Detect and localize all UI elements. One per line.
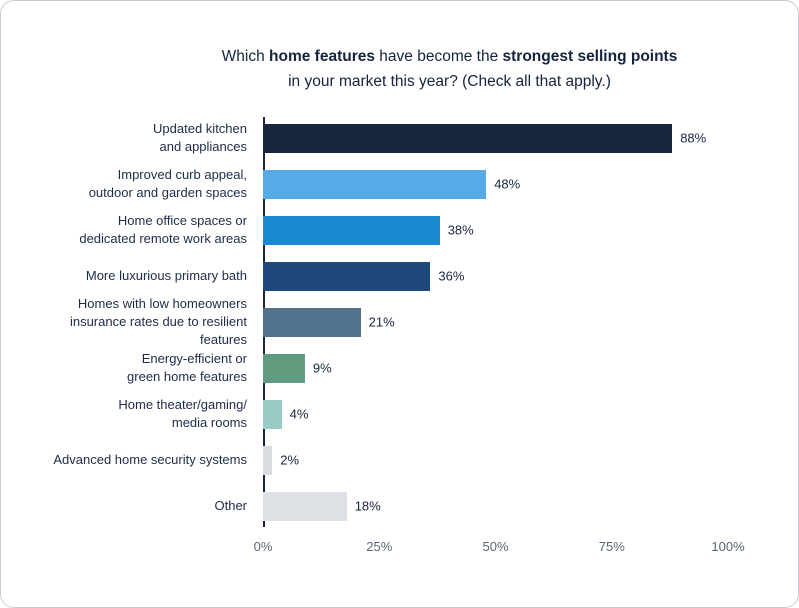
title-text: Which (221, 48, 270, 65)
bar (263, 399, 282, 429)
bar-track: 36% (263, 261, 728, 291)
bar (263, 307, 361, 337)
bar-track: 48% (263, 169, 728, 199)
bar-row: Advanced home security systems 2% (31, 437, 771, 483)
title-bold-home-features: home features (269, 48, 375, 65)
category-label: Advanced home security systems (53, 451, 247, 467)
bar-track: 88% (263, 123, 728, 153)
category-label: Home theater/gaming/ media rooms (118, 396, 247, 430)
bar (263, 169, 487, 199)
title-bold-selling-points: strongest selling points (502, 48, 678, 65)
category-label: Homes with low homeowners insurance rate… (69, 295, 247, 348)
category-label: Energy-efficient or green home features (127, 350, 247, 384)
value-label: 9% (312, 360, 332, 376)
bar-row: More luxurious primary bath 36% (31, 253, 771, 299)
x-axis: 0% 25% 50% 75% 100% (254, 539, 745, 569)
value-label: 38% (447, 222, 474, 238)
bar-row: Energy-efficient or green home features 9… (31, 345, 771, 391)
x-tick-label: 75% (598, 539, 625, 554)
bar-track: 2% (263, 445, 728, 475)
value-label: 4% (289, 406, 309, 422)
value-label: 48% (494, 176, 521, 192)
category-label: Other (214, 497, 247, 513)
x-tick-label: 100% (711, 539, 745, 554)
category-label: Updated kitchen and appliances (153, 120, 247, 154)
bar-chart: Updated kitchen and appliances 88% Improve… (31, 115, 771, 569)
bar (263, 353, 305, 383)
bar-row: Updated kitchen and appliances 88% (31, 115, 771, 161)
title-line-2: in your market this year? (Check all tha… (288, 72, 611, 90)
bar (263, 215, 440, 245)
bar-row: Home theater/gaming/ media rooms 4% (31, 391, 771, 437)
x-tick-label: 0% (253, 539, 273, 554)
bar (263, 123, 673, 153)
bar-track: 38% (263, 215, 728, 245)
category-label: Home office spaces or dedicated remote w… (79, 212, 247, 246)
chart-title: Which home features have become the stro… (141, 45, 758, 95)
x-tick-label: 50% (482, 539, 509, 554)
bar (263, 491, 347, 521)
value-label: 36% (438, 268, 465, 284)
title-text: have become the (374, 48, 503, 65)
bar-row: Home office spaces or dedicated remote w… (31, 207, 771, 253)
value-label: 18% (354, 498, 381, 514)
bar (263, 261, 431, 291)
bar-track: 9% (263, 353, 728, 383)
category-label: More luxurious primary bath (85, 267, 247, 283)
plot-area: Updated kitchen and appliances 88% Improve… (31, 115, 771, 529)
value-label: 88% (680, 130, 707, 146)
value-label: 2% (280, 452, 300, 468)
bar-track: 4% (263, 399, 728, 429)
bar-track: 21% (263, 307, 728, 337)
bar (263, 445, 273, 475)
bar-row: Homes with low homeowners insurance rate… (31, 296, 771, 347)
value-label: 21% (368, 314, 395, 330)
x-tick-label: 25% (366, 539, 393, 554)
category-label: Improved curb appeal, outdoor and garden… (88, 166, 247, 200)
bar-row: Other 18% (31, 483, 771, 529)
bar-row: Improved curb appeal, outdoor and garden… (31, 161, 771, 207)
bar-track: 18% (263, 491, 728, 521)
